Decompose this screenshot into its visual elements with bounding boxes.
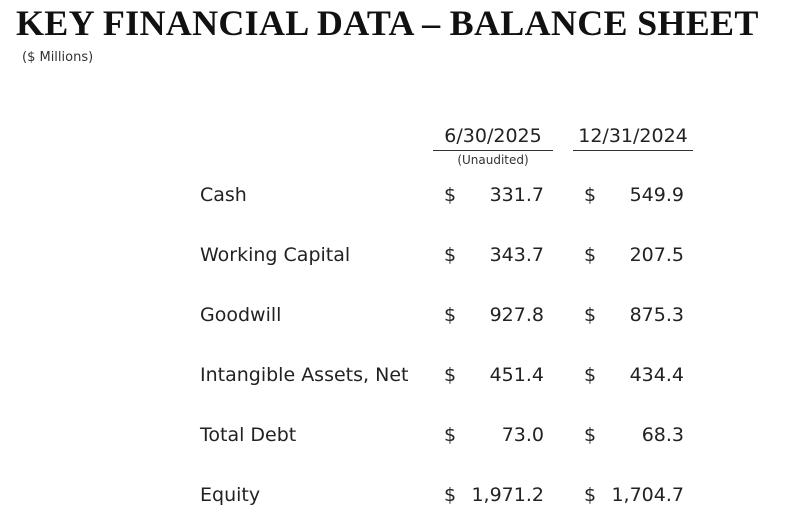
currency: $	[584, 424, 597, 446]
currency: $	[584, 244, 597, 266]
row-label: Cash	[200, 184, 247, 206]
currency: $	[584, 304, 597, 326]
value: 1,704.7	[611, 484, 684, 506]
row-label: Goodwill	[200, 304, 282, 326]
value: 434.4	[629, 364, 684, 386]
value: 549.9	[629, 184, 684, 206]
currency: $	[584, 484, 597, 506]
value: 343.7	[489, 244, 544, 266]
currency: $	[444, 364, 457, 386]
row-label: Working Capital	[200, 244, 351, 266]
value: 927.8	[489, 304, 544, 326]
value: 68.3	[641, 424, 684, 446]
currency: $	[444, 304, 457, 326]
row-label: Intangible Assets, Net	[200, 364, 409, 386]
currency: $	[584, 364, 597, 386]
column-header: 6/30/2025	[433, 125, 553, 151]
value: 451.4	[489, 364, 544, 386]
row-label: Total Debt	[200, 424, 297, 446]
currency: $	[444, 484, 457, 506]
currency: $	[444, 244, 457, 266]
column-note: (Unaudited)	[457, 153, 529, 167]
column-header: 12/31/2024	[573, 125, 693, 151]
currency: $	[584, 184, 597, 206]
value: 331.7	[489, 184, 544, 206]
title: KEY FINANCIAL DATA – BALANCE SHEET	[16, 3, 759, 43]
value: 875.3	[629, 304, 684, 326]
value: 207.5	[629, 244, 684, 266]
currency: $	[444, 184, 457, 206]
subtitle: ($ Millions)	[22, 50, 94, 65]
value: 1,971.2	[471, 484, 544, 506]
currency: $	[444, 424, 457, 446]
value: 73.0	[501, 424, 544, 446]
row-label: Equity	[200, 484, 261, 506]
